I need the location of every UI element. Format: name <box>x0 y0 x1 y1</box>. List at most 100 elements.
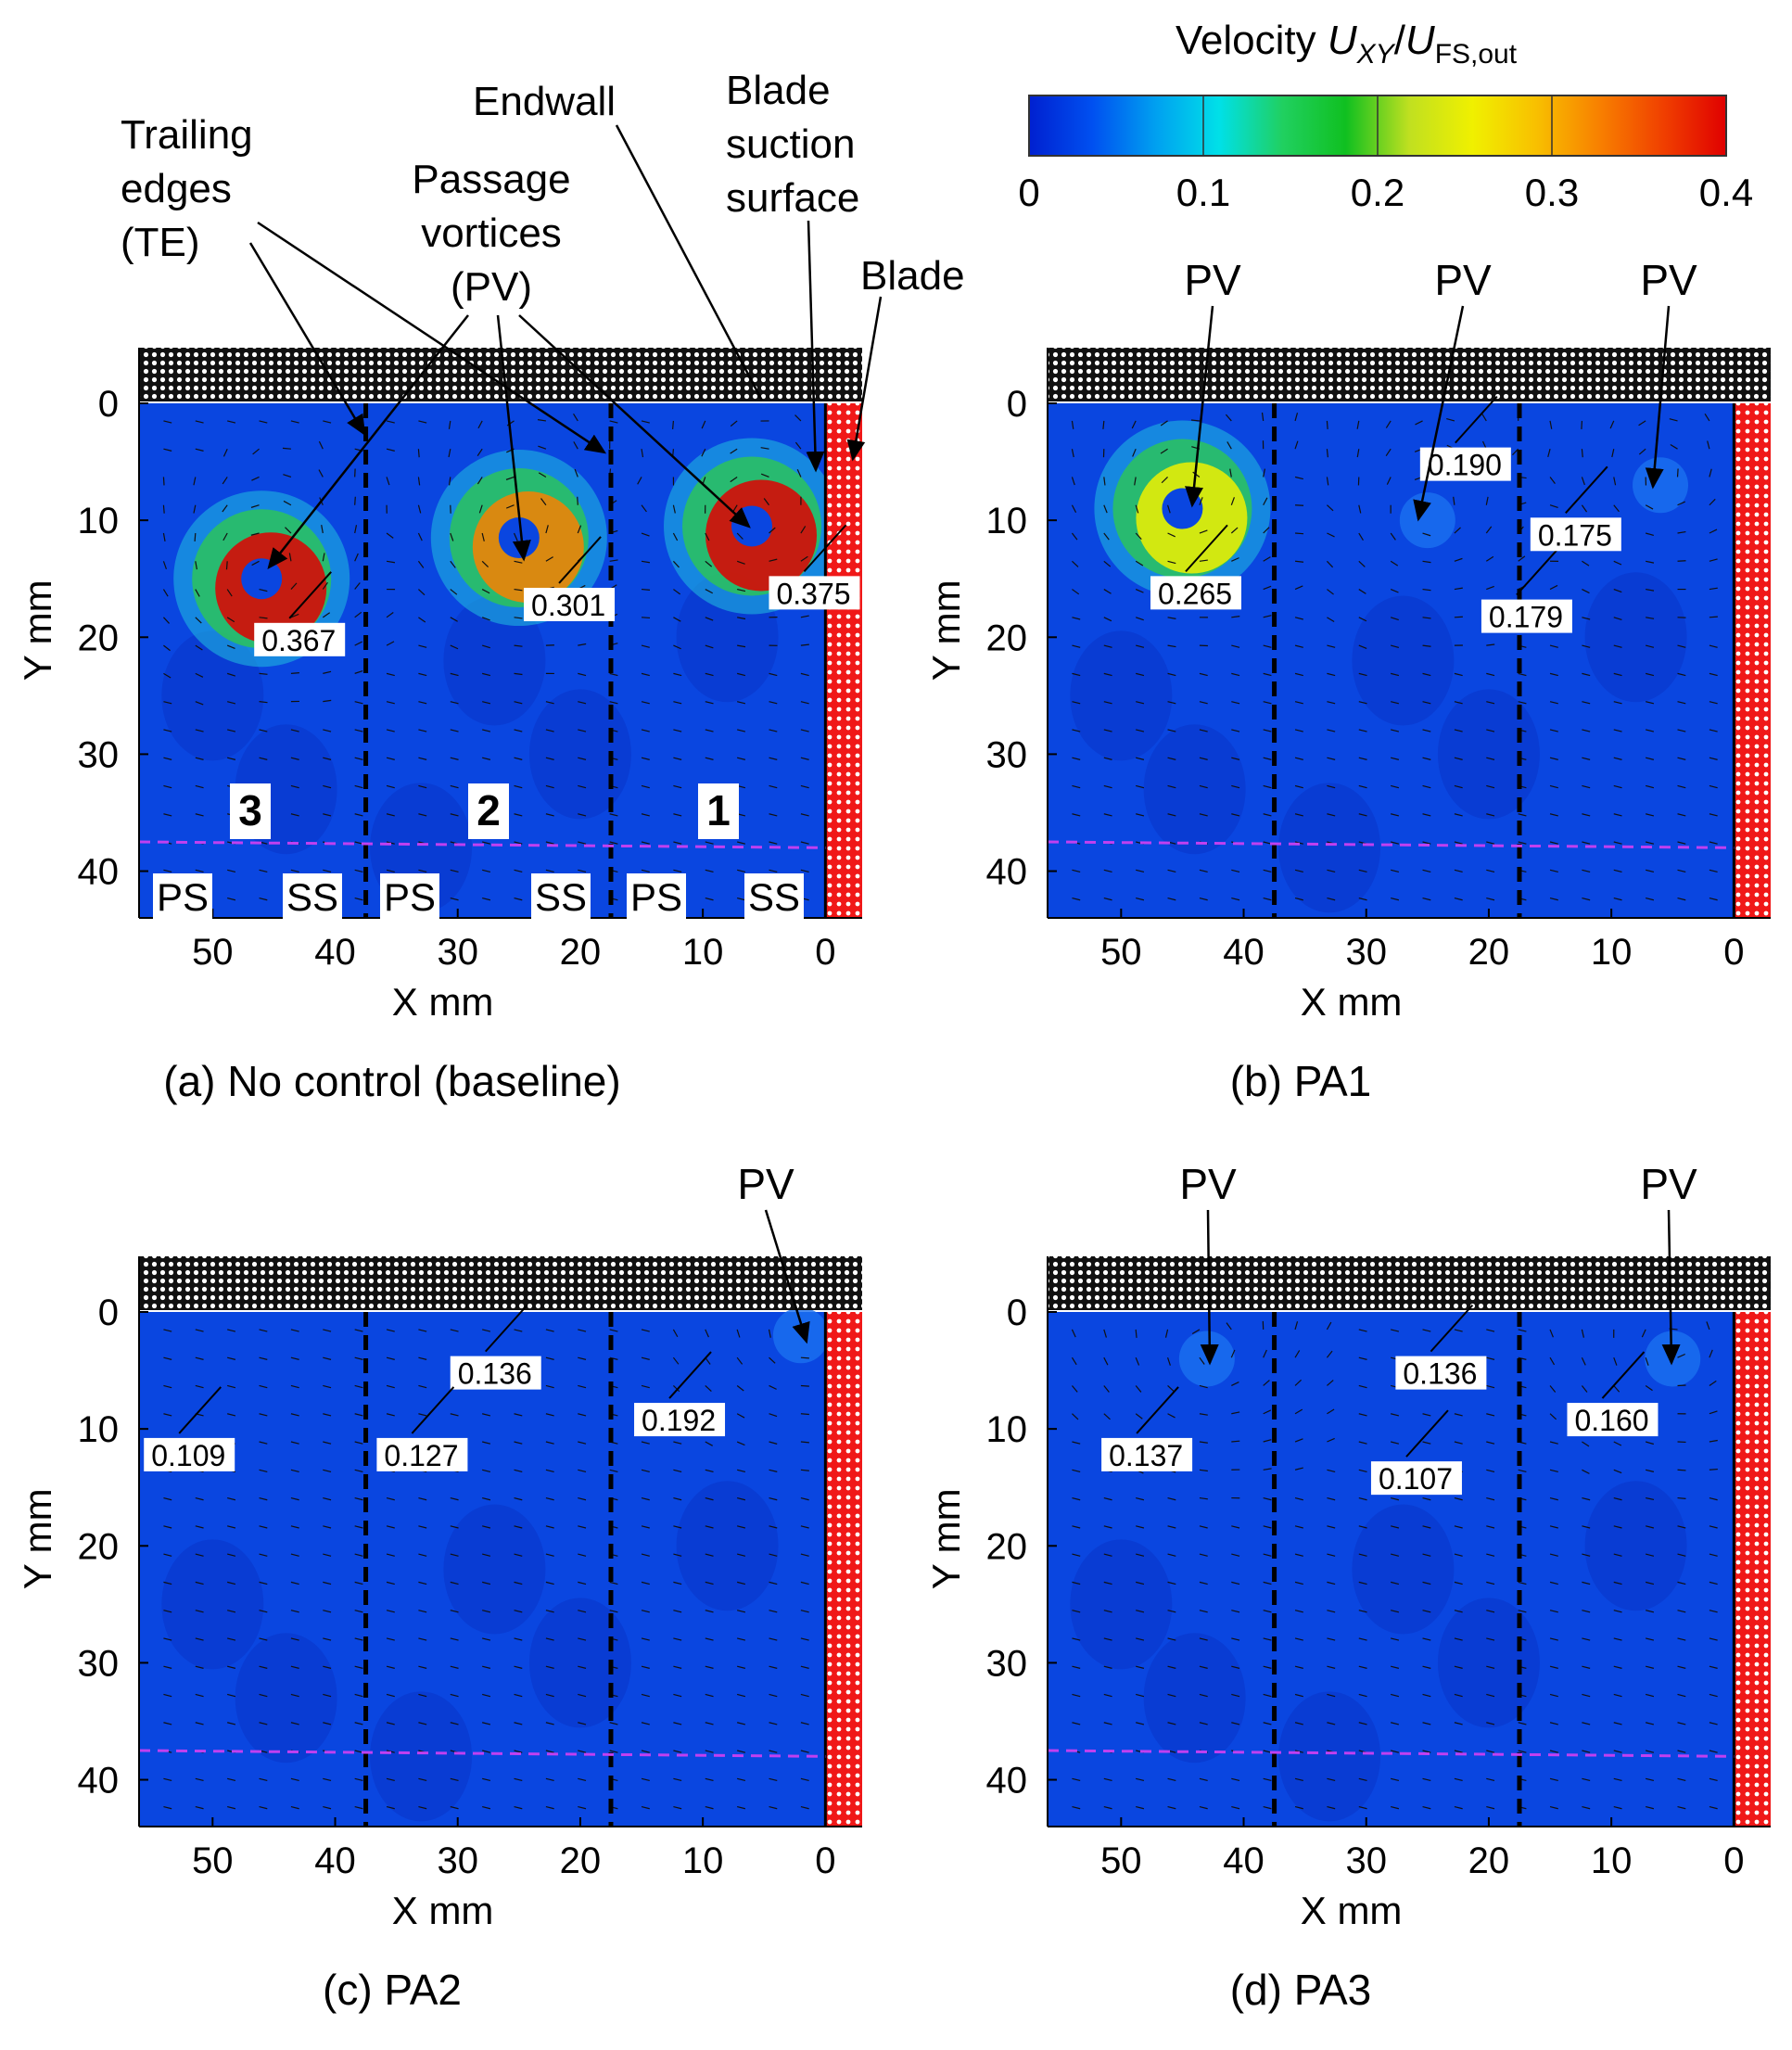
vector-arrow <box>1391 1496 1400 1501</box>
vector-arrow <box>1454 616 1463 618</box>
vector-arrow <box>482 897 491 901</box>
vector-arrow <box>737 1469 746 1473</box>
vector-arrow <box>1613 644 1622 648</box>
colorbar: Velocity UXY/UFS,out 0 0.1 0.2 0.3 0.4 <box>1018 18 1753 214</box>
vector-arrow <box>1613 1750 1622 1753</box>
vector-arrow <box>448 477 451 486</box>
colorbar-ticks: 0 0.1 0.2 0.3 0.4 <box>1018 171 1753 214</box>
vector-arrow <box>1454 672 1463 677</box>
vector-arrow <box>701 420 706 429</box>
vector-arrow <box>290 729 299 732</box>
y-axis-label: Y mm <box>16 579 59 681</box>
vector-arrow <box>1263 672 1272 677</box>
vector-arrow <box>450 1665 459 1669</box>
vector-arrow <box>1486 701 1495 705</box>
vector-arrow <box>163 1610 172 1613</box>
vector-arrow <box>701 448 706 457</box>
vector-arrow <box>769 672 778 677</box>
vector-arrow <box>609 813 618 817</box>
vector-arrow <box>1072 1441 1081 1445</box>
vector-arrow <box>1582 617 1591 620</box>
endwall-strip <box>1048 1256 1771 1310</box>
vector-arrow <box>1709 729 1718 732</box>
vector-arrow <box>1709 813 1718 817</box>
vector-arrow <box>1518 701 1527 705</box>
vector-arrow <box>163 1496 172 1501</box>
vector-arrow <box>1549 1525 1558 1529</box>
vector-arrow <box>1677 897 1686 901</box>
vector-arrow <box>1709 757 1718 760</box>
vector-arrow <box>1231 757 1240 760</box>
vector-arrow <box>1167 1581 1176 1585</box>
vector-arrow <box>1103 589 1112 594</box>
vector-arrow <box>705 1553 714 1557</box>
vector-arrow <box>1422 1637 1431 1641</box>
surface-label: PS <box>157 875 209 919</box>
vector-arrow <box>545 757 554 760</box>
vector-arrow <box>1103 1356 1109 1366</box>
field-blob <box>443 1504 546 1635</box>
peak-label-box <box>376 1437 468 1471</box>
vector-arrow <box>1072 701 1081 705</box>
vector-arrow <box>386 1525 395 1529</box>
vector-arrow <box>673 1637 682 1641</box>
pv-arrow <box>1200 1209 1219 1366</box>
peak-leader <box>1405 1409 1449 1458</box>
x-tick-label: 20 <box>560 932 602 973</box>
vector-arrow <box>1231 813 1240 817</box>
vector-arrow <box>1294 757 1303 760</box>
vector-arrow <box>1358 1581 1367 1585</box>
vector-arrow <box>800 1356 809 1359</box>
x-axis-label: X mm <box>1301 980 1403 1024</box>
vector-arrow <box>1071 532 1078 541</box>
peak-label-box <box>1567 1403 1659 1437</box>
vector-arrow <box>1454 1777 1463 1782</box>
vector-arrow <box>1549 1385 1557 1393</box>
vector-arrow <box>737 869 746 873</box>
vector-arrow <box>1294 1496 1303 1501</box>
vector-arrow <box>514 813 523 817</box>
vector-arrow <box>323 1329 332 1332</box>
field-blob <box>528 1598 631 1728</box>
vector-arrow <box>1072 1469 1081 1473</box>
vector-arrow <box>1294 644 1303 648</box>
vector-arrow <box>195 589 200 597</box>
vector-arrow <box>578 1722 587 1725</box>
vector-arrow <box>418 1693 427 1698</box>
vector-arrow <box>578 813 587 817</box>
vector-arrow <box>1582 1805 1591 1810</box>
label-blade-suction: suction <box>726 121 855 167</box>
vector-arrow <box>259 1665 268 1669</box>
vector-arrow <box>259 897 268 901</box>
vector-arrow <box>1638 420 1646 427</box>
y-tick-label: 40 <box>986 852 1028 893</box>
colorbar-tick-label: 0.3 <box>1525 171 1579 214</box>
vector-arrow <box>259 1637 268 1641</box>
vector-arrow <box>418 1581 427 1585</box>
vector-arrow <box>641 644 650 648</box>
vector-arrow <box>545 1441 554 1445</box>
vector-arrow <box>1677 644 1686 648</box>
vector-arrow <box>195 813 204 817</box>
vector-arrow <box>354 553 359 562</box>
surface-label-box <box>627 873 686 920</box>
vector-arrow <box>1164 1329 1169 1338</box>
vector-arrow <box>769 1777 778 1782</box>
vector-arrow <box>1646 1805 1655 1810</box>
vector-arrow <box>705 617 714 621</box>
vector-arrow <box>1199 1665 1208 1669</box>
vector-arrow <box>1358 1356 1367 1360</box>
vector-arrow <box>482 701 491 705</box>
vector-arrow <box>1358 1805 1367 1810</box>
colorbar-title: Velocity UXY/UFS,out <box>1176 18 1518 70</box>
vector-arrow <box>1707 440 1710 450</box>
x-tick-label: 10 <box>682 932 724 973</box>
vector-arrow <box>1422 1722 1431 1725</box>
vector-arrow <box>227 1665 236 1669</box>
vector-arrow <box>1454 587 1463 591</box>
vector-arrow <box>545 1413 554 1417</box>
vector-arrow <box>1136 1722 1145 1725</box>
vector-arrow <box>1486 757 1495 760</box>
reference-line <box>1047 840 1735 849</box>
vector-arrow <box>1518 1722 1527 1725</box>
